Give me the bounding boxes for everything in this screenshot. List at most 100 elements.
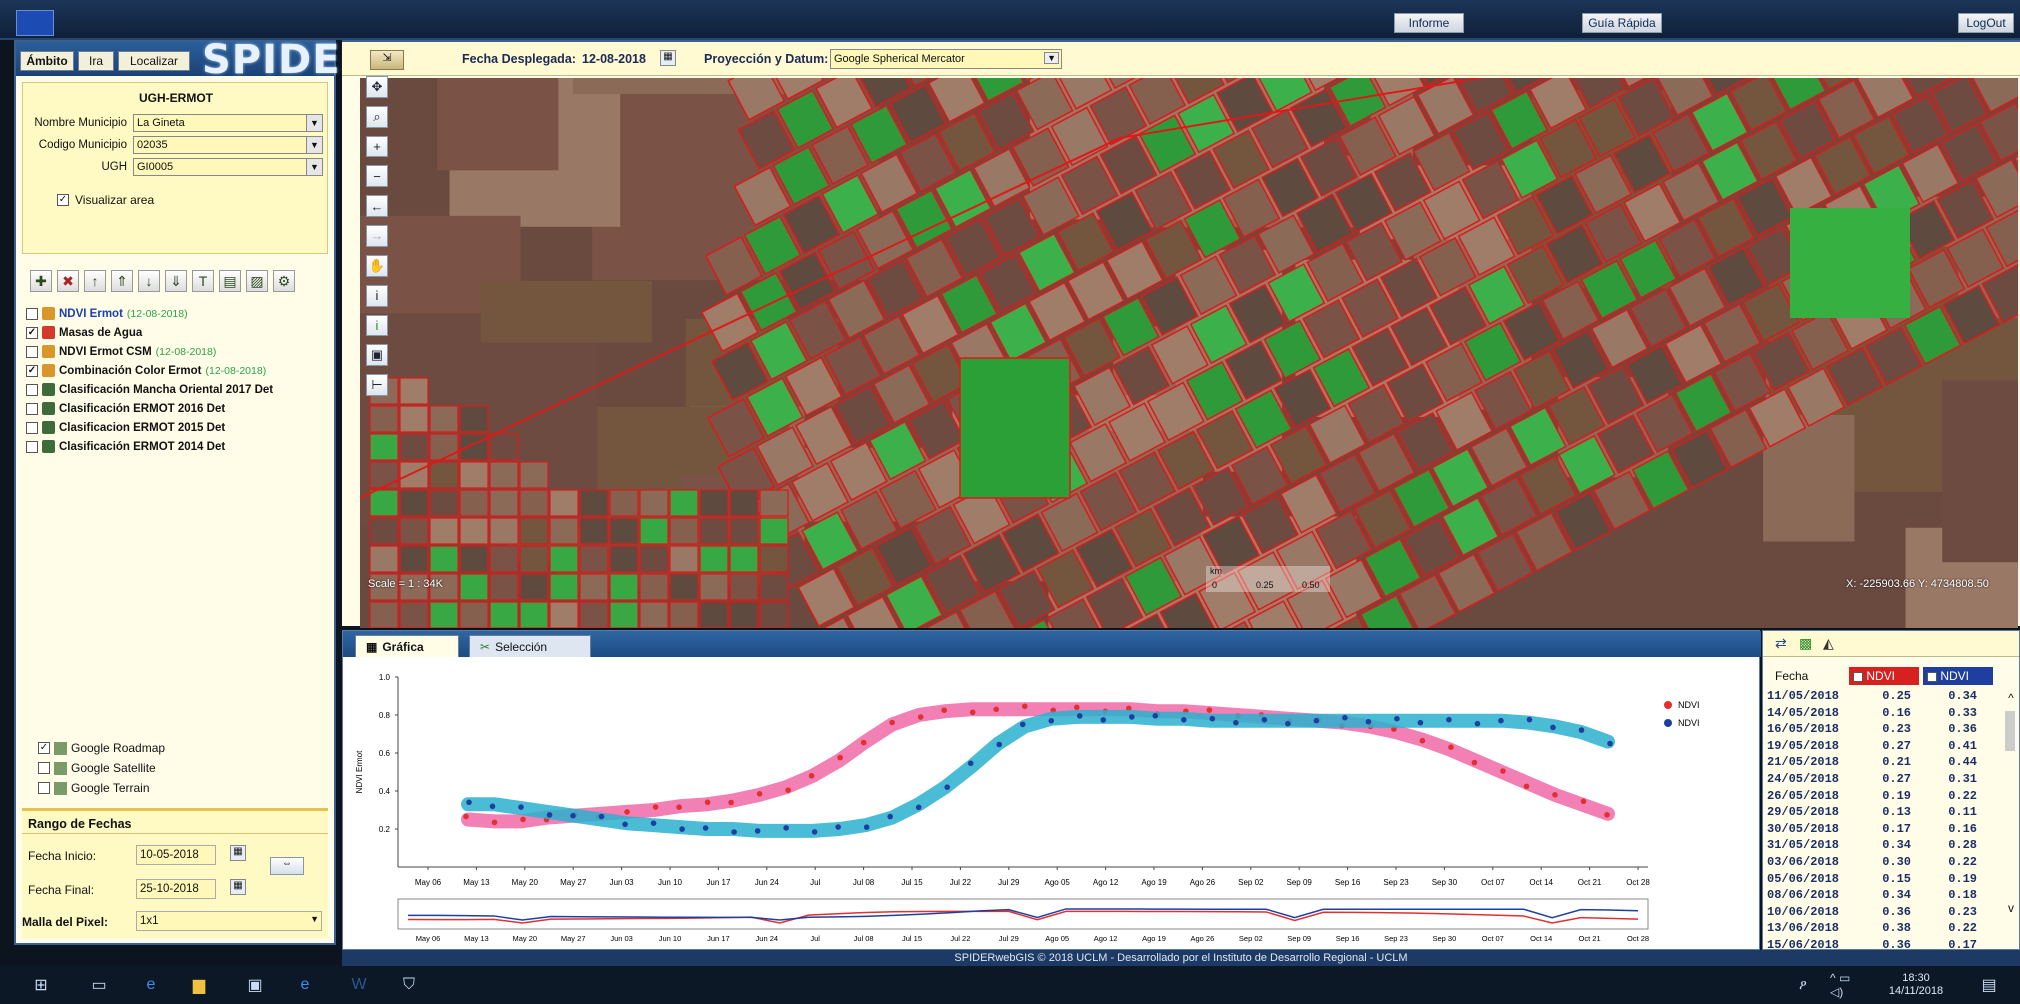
chevron-down-icon[interactable]: ▼ (310, 914, 319, 924)
table-row[interactable]: 30/05/2018 0.17 0.16 (1767, 822, 1999, 839)
layer-checkbox[interactable] (26, 402, 38, 415)
codigo-municipio-select[interactable]: 02035 ▼ (133, 136, 323, 154)
table-row[interactable]: 19/05/2018 0.27 0.41 (1767, 739, 1999, 756)
scroll-thumb[interactable] (2005, 711, 2015, 751)
zoom-area-icon[interactable]: ⌕ (366, 105, 388, 128)
map-canvas[interactable] (360, 78, 2018, 628)
basemap-item[interactable]: Google Terrain (38, 778, 328, 798)
layer-item[interactable]: ✓ Combinación Color Ermot (12-08-2018) (26, 361, 330, 380)
table-scrollbar[interactable]: ^ v (2005, 691, 2017, 947)
basemap-checkbox[interactable]: ✓ (38, 742, 50, 754)
layer-item[interactable]: Clasificación Mancha Oriental 2017 Det (26, 380, 330, 399)
chevron-down-icon[interactable]: ▼ (306, 159, 322, 175)
move-down-icon[interactable]: ↓ (138, 270, 160, 292)
image-icon[interactable]: ▨ (246, 270, 268, 292)
chart-type-icon[interactable]: ◭ (1823, 635, 1834, 651)
layer-checkbox[interactable] (26, 307, 38, 320)
table-row[interactable]: 31/05/2018 0.34 0.28 (1767, 838, 1999, 855)
ugh-select[interactable]: GI0005 ▼ (133, 158, 323, 176)
chevron-down-icon[interactable]: ▼ (306, 137, 322, 153)
info-plus-icon[interactable]: i (366, 314, 388, 337)
calendar-icon[interactable]: ▦ (230, 845, 246, 861)
logout-button[interactable]: LogOut (1958, 13, 2014, 33)
nombre-municipio-select[interactable]: La Gineta ▼ (133, 114, 323, 132)
layer-checkbox[interactable] (26, 421, 38, 434)
move-bottom-icon[interactable]: ⇓ (165, 270, 187, 292)
word-icon[interactable]: W (351, 976, 367, 993)
layer-checkbox[interactable] (26, 345, 38, 358)
legend-icon[interactable]: ▤ (219, 270, 241, 292)
forward-icon[interactable]: → (366, 225, 388, 247)
fecha-inicio-input[interactable]: 10-05-2018 (136, 845, 216, 865)
excel-icon[interactable]: ▩ (1799, 635, 1813, 651)
export-icon[interactable]: ⇄ (1775, 635, 1787, 651)
scroll-down-icon[interactable]: v (2008, 901, 2014, 915)
task-view-icon[interactable]: ▭ (91, 977, 107, 994)
info-icon[interactable]: i (366, 284, 388, 307)
scroll-up-icon[interactable]: ^ (2008, 691, 2014, 705)
settings-icon[interactable]: ⚙ (273, 270, 295, 292)
add-layer-icon[interactable]: ✚ (30, 270, 52, 292)
basemap-checkbox[interactable] (38, 762, 50, 774)
table-row[interactable]: 26/05/2018 0.19 0.22 (1767, 789, 1999, 806)
col-ndvi-blue[interactable]: ✓ NDVI (1923, 667, 1993, 685)
layer-item[interactable]: Clasificación ERMOT 2014 Det (26, 437, 330, 456)
pan-all-icon[interactable]: ✥ (366, 76, 388, 98)
table-row[interactable]: 13/06/2018 0.38 0.22 (1767, 921, 1999, 938)
app-icon[interactable]: ▣ (247, 977, 263, 994)
hand-icon[interactable]: ✋ (366, 254, 388, 277)
table-row[interactable]: 16/05/2018 0.23 0.36 (1767, 722, 1999, 739)
filter-icon[interactable]: T (192, 270, 214, 292)
ie-icon[interactable]: e (146, 976, 156, 993)
tab-localizar[interactable]: Localizar (118, 51, 190, 71)
swap-dates-icon[interactable]: ⇔ (270, 857, 304, 875)
fecha-final-input[interactable]: 25-10-2018 (136, 879, 216, 899)
table-row[interactable]: 14/05/2018 0.16 0.33 (1767, 706, 1999, 723)
calendar-icon[interactable]: ▦ (660, 50, 676, 66)
table-row[interactable]: 08/06/2018 0.34 0.18 (1767, 888, 1999, 905)
satellite-map[interactable]: Scale = 1 : 34K km 0 0.25 0.50 X: -22590… (360, 78, 2018, 628)
windows-start-icon[interactable]: ⊞ (34, 977, 48, 994)
table-row[interactable]: 11/05/2018 0.25 0.34 (1767, 689, 1999, 706)
tab-seleccion[interactable]: ✂ Selección (469, 635, 591, 657)
tab-grafica[interactable]: ▦ Gráfica (355, 635, 459, 657)
layer-item[interactable]: NDVI Ermot (12-08-2018) (26, 304, 330, 323)
notifications-icon[interactable]: ▤ (1981, 977, 1997, 994)
store-icon[interactable]: ⛉ (402, 976, 415, 993)
basemap-item[interactable]: ✓ Google Roadmap (38, 738, 328, 758)
move-up-icon[interactable]: ↑ (84, 270, 106, 292)
layer-item[interactable]: NDVI Ermot CSM (12-08-2018) (26, 342, 330, 361)
back-icon[interactable]: ← (366, 195, 388, 218)
measure-icon[interactable]: ⊢ (366, 374, 388, 396)
table-row[interactable]: 05/06/2018 0.15 0.19 (1767, 872, 1999, 889)
checkbox[interactable]: ✓ (1853, 671, 1863, 683)
pixel-icon[interactable]: ▣ (366, 344, 388, 367)
move-top-icon[interactable]: ⇑ (111, 270, 133, 292)
layer-item[interactable]: ✓ Masas de Agua (26, 323, 330, 342)
tab-ambito[interactable]: Ámbito (20, 51, 74, 71)
calendar-icon[interactable]: ▦ (230, 879, 246, 895)
malla-pixel-select[interactable]: 1x1 ▼ (136, 911, 322, 931)
proyeccion-select[interactable]: Google Spherical Mercator ▼ (830, 49, 1062, 69)
table-row[interactable]: 24/05/2018 0.27 0.31 (1767, 772, 1999, 789)
table-row[interactable]: 15/06/2018 0.36 0.17 (1767, 938, 1999, 955)
ndvi-chart[interactable]: 0.2 0.4 0.6 0.8 1.0 NDVI Ermot May 06 May 13 May… (343, 659, 1759, 949)
informe-button[interactable]: Informe (1394, 13, 1464, 33)
layer-checkbox[interactable] (26, 440, 38, 453)
guia-rapida-button[interactable]: Guía Rápida (1582, 13, 1662, 33)
table-row[interactable]: 21/05/2018 0.21 0.44 (1767, 755, 1999, 772)
chevron-down-icon[interactable]: ▼ (1044, 52, 1059, 64)
basemap-checkbox[interactable] (38, 782, 50, 794)
table-row[interactable]: 29/05/2018 0.13 0.11 (1767, 805, 1999, 822)
layer-item[interactable]: Clasificación ERMOT 2016 Det (26, 399, 330, 418)
tab-ira[interactable]: Ira (78, 51, 114, 71)
people-icon[interactable]: ዖ (1799, 977, 1807, 992)
remove-layer-icon[interactable]: ✖ (57, 270, 79, 292)
visualizar-area-checkbox[interactable]: ✓ (57, 194, 69, 206)
tray-icons[interactable]: ^ ▭ ◁) (1830, 971, 1851, 999)
layer-checkbox[interactable] (26, 383, 38, 396)
layer-checkbox[interactable]: ✓ (26, 364, 38, 377)
chevron-down-icon[interactable]: ▼ (306, 115, 322, 131)
file-explorer-icon[interactable]: ▆ (192, 977, 206, 994)
edge-icon[interactable]: e (300, 976, 310, 993)
